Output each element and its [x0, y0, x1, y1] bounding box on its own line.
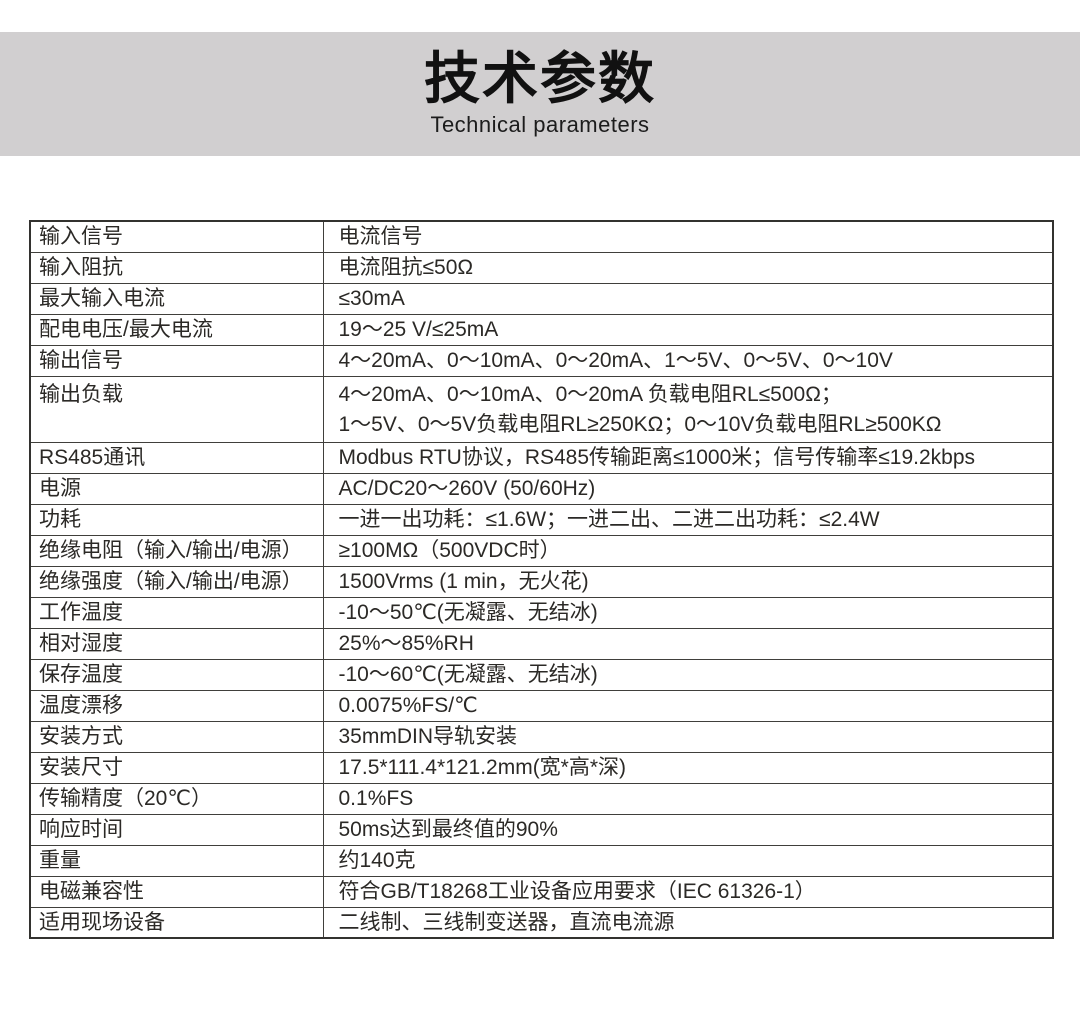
- spec-label: 相对湿度: [29, 627, 324, 660]
- spec-value: -10～60℃(无凝露、无结冰): [322, 658, 1054, 691]
- spec-label: 工作温度: [29, 596, 324, 629]
- table-row: 温度漂移 0.0075%FS/℃: [29, 689, 1054, 722]
- table-row: 相对湿度 25%～85%RH: [29, 627, 1054, 660]
- spec-label: 安装方式: [29, 720, 324, 753]
- spec-table: 输入信号 电流信号 输入阻抗 电流阻抗≤50Ω 最大输入电流 ≤30mA 配电电压/最大电流…: [29, 220, 1054, 940]
- spec-label: 电磁兼容性: [29, 875, 324, 908]
- spec-value: 一进一出功耗：≤1.6W；一进二出、二进二出功耗：≤2.4W: [322, 503, 1054, 536]
- table-row: 保存温度 -10～60℃(无凝露、无结冰): [29, 658, 1054, 691]
- spec-value: 0.1%FS: [322, 782, 1054, 815]
- spec-label: 温度漂移: [29, 689, 324, 722]
- spec-table-body: 输入信号 电流信号 输入阻抗 电流阻抗≤50Ω 最大输入电流 ≤30mA 配电电压/最大电流…: [29, 220, 1054, 939]
- table-row: 最大输入电流 ≤30mA: [29, 282, 1054, 315]
- spec-value: Modbus RTU协议，RS485传输距离≤1000米；信号传输率≤19.2k…: [322, 441, 1054, 474]
- spec-label: 输出信号: [29, 344, 324, 377]
- spec-label: 电源: [29, 472, 324, 505]
- table-row: 绝缘电阻（输入/输出/电源） ≥100MΩ（500VDC时）: [29, 534, 1054, 567]
- spec-value: 4～20mA、0～10mA、0～20mA、1～5V、0～5V、0～10V: [322, 344, 1054, 377]
- table-row: 输出信号 4～20mA、0～10mA、0～20mA、1～5V、0～5V、0～10V: [29, 344, 1054, 377]
- spec-label: 最大输入电流: [29, 282, 324, 315]
- page-title: 技术参数: [424, 46, 656, 110]
- spec-value: ≥100MΩ（500VDC时）: [322, 534, 1054, 567]
- spec-value: 电流阻抗≤50Ω: [322, 251, 1054, 284]
- spec-label: 响应时间: [29, 813, 324, 846]
- spec-value: 0.0075%FS/℃: [322, 689, 1054, 722]
- table-row: 安装尺寸 17.5*111.4*121.2mm(宽*高*深): [29, 751, 1054, 784]
- table-row: 重量 约140克: [29, 844, 1054, 877]
- spec-label: 安装尺寸: [29, 751, 324, 784]
- spec-value: 17.5*111.4*121.2mm(宽*高*深): [322, 751, 1054, 784]
- spec-value: 1500Vrms (1 min，无火花): [322, 565, 1054, 598]
- table-row: 电源 AC/DC20～260V (50/60Hz): [29, 472, 1054, 505]
- table-row: 适用现场设备 二线制、三线制变送器，直流电流源: [29, 906, 1054, 939]
- spec-label: 功耗: [29, 503, 324, 536]
- section-header-banner: 技术参数 Technical parameters: [0, 32, 1080, 156]
- spec-label: 重量: [29, 844, 324, 877]
- spec-value: -10～50℃(无凝露、无结冰): [322, 596, 1054, 629]
- table-row: 配电电压/最大电流 19～25 V/≤25mA: [29, 313, 1054, 346]
- spec-value: 4～20mA、0～10mA、0～20mA 负载电阻RL≤500Ω； 1～5V、0…: [322, 375, 1054, 443]
- table-row: RS485通讯 Modbus RTU协议，RS485传输距离≤1000米；信号传输…: [29, 441, 1054, 474]
- spec-value: 电流信号: [322, 220, 1054, 253]
- table-row: 传输精度（20℃） 0.1%FS: [29, 782, 1054, 815]
- spec-label: 输入阻抗: [29, 251, 324, 284]
- table-row: 响应时间 50ms达到最终值的90%: [29, 813, 1054, 846]
- spec-value: 约140克: [322, 844, 1054, 877]
- spec-label: 绝缘电阻（输入/输出/电源）: [29, 534, 324, 567]
- spec-label: 输出负载: [29, 375, 324, 443]
- spec-value: ≤30mA: [322, 282, 1054, 315]
- spec-value: 符合GB/T18268工业设备应用要求（IEC 61326-1）: [322, 875, 1054, 908]
- spec-value: AC/DC20～260V (50/60Hz): [322, 472, 1054, 505]
- table-row: 输入阻抗 电流阻抗≤50Ω: [29, 251, 1054, 284]
- table-row: 输入信号 电流信号: [29, 220, 1054, 253]
- spec-label: 配电电压/最大电流: [29, 313, 324, 346]
- spec-label: 输入信号: [29, 220, 324, 253]
- table-row: 输出负载 4～20mA、0～10mA、0～20mA 负载电阻RL≤500Ω； 1～…: [29, 375, 1054, 443]
- spec-label: 适用现场设备: [29, 906, 324, 939]
- table-row: 功耗 一进一出功耗：≤1.6W；一进二出、二进二出功耗：≤2.4W: [29, 503, 1054, 536]
- spec-value: 50ms达到最终值的90%: [322, 813, 1054, 846]
- spec-label: 绝缘强度（输入/输出/电源）: [29, 565, 324, 598]
- spec-label: RS485通讯: [29, 441, 324, 474]
- spec-value: 19～25 V/≤25mA: [322, 313, 1054, 346]
- spec-label: 保存温度: [29, 658, 324, 691]
- table-row: 绝缘强度（输入/输出/电源） 1500Vrms (1 min，无火花): [29, 565, 1054, 598]
- table-row: 工作温度 -10～50℃(无凝露、无结冰): [29, 596, 1054, 629]
- spec-value: 25%～85%RH: [322, 627, 1054, 660]
- table-row: 安装方式 35mmDIN导轨安装: [29, 720, 1054, 753]
- page-subtitle: Technical parameters: [430, 112, 650, 138]
- table-row: 电磁兼容性 符合GB/T18268工业设备应用要求（IEC 61326-1）: [29, 875, 1054, 908]
- spec-label: 传输精度（20℃）: [29, 782, 324, 815]
- spec-value: 35mmDIN导轨安装: [322, 720, 1054, 753]
- spec-value: 二线制、三线制变送器，直流电流源: [322, 906, 1054, 939]
